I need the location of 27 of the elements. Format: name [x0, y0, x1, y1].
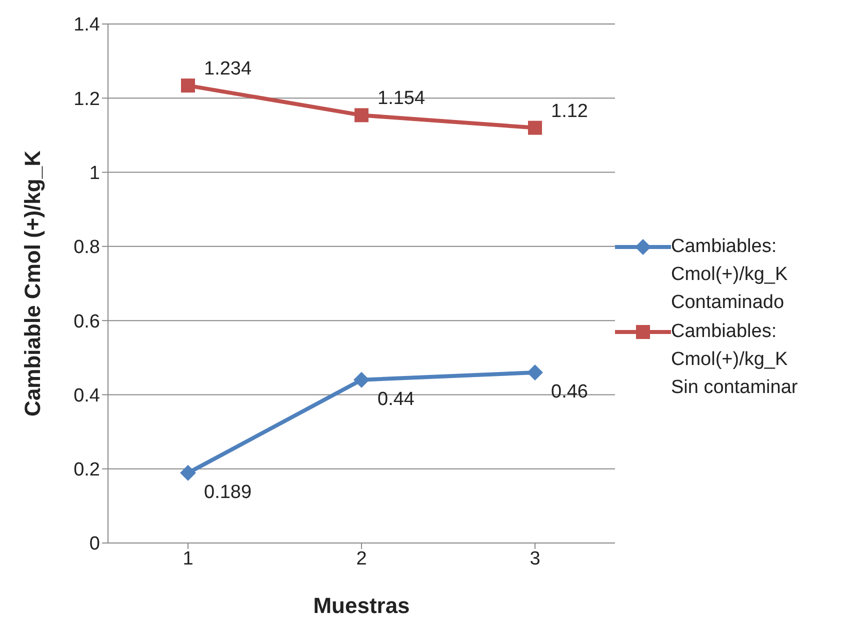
point	[181, 78, 195, 93]
data-label: 0.46	[551, 381, 588, 402]
data-label: 0.44	[378, 388, 415, 410]
data-label: 1.234	[204, 58, 252, 80]
point	[354, 108, 368, 122]
y-tick-label: 0	[89, 534, 100, 555]
point	[354, 372, 370, 388]
point	[527, 364, 543, 380]
y-tick-label: 1.2	[74, 88, 100, 110]
y-tick-label: 1.4	[74, 14, 100, 36]
y-axis-title: Cambiable Cmol (+)/kg_K	[20, 150, 45, 416]
x-tick-label: 3	[530, 548, 540, 570]
y-tick-label: 0.4	[74, 385, 100, 406]
data-label: 1.154	[378, 88, 426, 110]
point	[528, 120, 542, 135]
y-tick-label: 0.6	[74, 311, 100, 332]
y-tick-label: 1	[89, 163, 100, 184]
x-tick-label: 2	[356, 548, 367, 570]
point	[180, 464, 196, 481]
legend-label: Cambiables: Cmol(+)/kg_K Contaminado	[671, 234, 789, 314]
data-label: 0.189	[204, 482, 252, 503]
x-axis-title: Muestras	[313, 593, 410, 618]
y-tick-label: 0.8	[74, 237, 100, 258]
legend-label: Cambiables: Cmol(+)/kg_K Sin contaminar	[671, 320, 799, 400]
data-label: 1.12	[551, 100, 588, 122]
x-tick-label: 1	[182, 548, 194, 570]
y-tick-label: 0.2	[74, 460, 100, 481]
